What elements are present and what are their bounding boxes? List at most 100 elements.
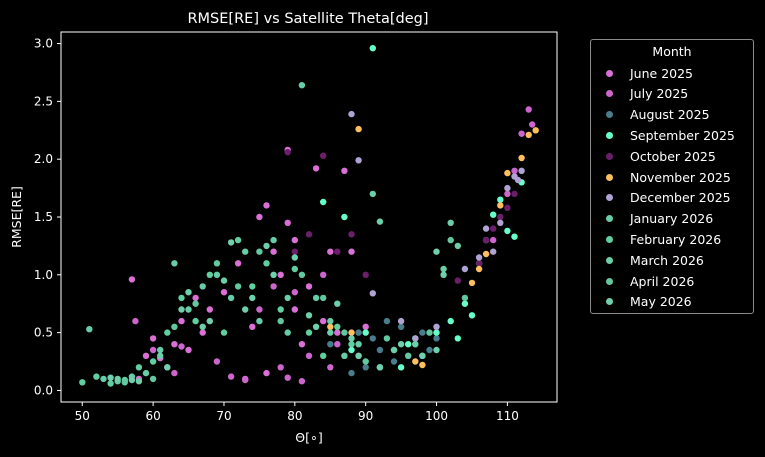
data-point-february-2026 — [220, 329, 228, 336]
data-point-july-2025 — [284, 374, 291, 381]
data-point-july-2025 — [178, 343, 185, 350]
data-point-july-2025 — [305, 352, 313, 359]
data-point-june-2025 — [171, 341, 178, 348]
data-point-december-2025 — [482, 225, 490, 232]
data-point-june-2025 — [220, 289, 228, 296]
data-point-march-2026 — [199, 323, 206, 330]
legend-item-july-2025: July 2025 — [603, 85, 688, 103]
data-point-june-2025 — [206, 306, 213, 313]
data-point-june-2025 — [199, 329, 206, 336]
data-point-october-2025 — [482, 236, 490, 244]
data-point-october-2025 — [511, 190, 518, 198]
data-point-february-2026 — [107, 380, 114, 387]
data-point-february-2026 — [135, 364, 143, 371]
data-point-september-2025 — [320, 198, 327, 206]
data-point-july-2025 — [242, 376, 249, 384]
data-point-october-2025 — [348, 231, 355, 238]
data-point-june-2025 — [298, 341, 306, 348]
data-point-july-2025 — [270, 283, 277, 290]
data-point-may-2026 — [376, 364, 384, 371]
legend-swatch — [606, 90, 613, 98]
data-point-august-2025 — [376, 346, 384, 354]
data-point-june-2025 — [128, 276, 136, 283]
data-point-august-2025 — [426, 346, 433, 354]
data-point-november-2025 — [327, 323, 334, 330]
legend-swatch — [606, 256, 613, 264]
data-point-june-2025 — [362, 323, 369, 330]
data-point-july-2025 — [171, 369, 178, 377]
data-point-january-2026 — [157, 346, 164, 354]
data-point-june-2025 — [263, 369, 270, 377]
data-point-december-2025 — [355, 157, 362, 164]
data-point-june-2025 — [284, 219, 291, 226]
data-point-april-2026 — [256, 248, 263, 255]
data-point-november-2025 — [525, 131, 532, 139]
data-point-march-2026 — [178, 306, 185, 313]
x-tick-label: 60 — [145, 409, 160, 423]
data-point-april-2026 — [383, 335, 391, 342]
data-point-april-2026 — [426, 329, 433, 336]
data-point-january-2026 — [327, 317, 334, 325]
data-point-november-2025 — [482, 250, 490, 258]
data-point-march-2026 — [454, 242, 461, 250]
plot-area — [60, 31, 558, 403]
data-point-january-2026 — [142, 369, 150, 377]
data-point-april-2026 — [320, 294, 327, 302]
data-point-may-2026 — [397, 341, 405, 348]
data-point-november-2025 — [419, 361, 426, 369]
data-point-may-2026 — [107, 374, 114, 381]
data-point-may-2026 — [227, 239, 235, 246]
y-tick-label: 1.0 — [34, 268, 53, 282]
data-point-february-2026 — [93, 373, 100, 380]
data-point-may-2026 — [440, 271, 447, 278]
x-tick-label: 90 — [358, 409, 373, 423]
data-point-january-2026 — [213, 271, 221, 278]
data-point-january-2026 — [341, 352, 348, 359]
data-point-september-2025 — [461, 300, 469, 307]
data-point-june-2025 — [291, 236, 298, 244]
legend-item-august-2025: August 2025 — [603, 106, 710, 124]
legend-swatch — [606, 131, 613, 139]
data-point-may-2026 — [312, 323, 320, 330]
legend-label: May 2026 — [630, 294, 692, 310]
data-point-july-2025 — [504, 190, 511, 198]
data-point-february-2026 — [305, 329, 313, 336]
data-point-june-2025 — [178, 317, 185, 325]
data-point-april-2026 — [213, 260, 221, 267]
data-point-june-2025 — [334, 329, 341, 336]
data-point-october-2025 — [284, 149, 291, 156]
data-point-january-2026 — [284, 329, 291, 336]
legend-item-june-2025: June 2025 — [603, 64, 693, 82]
data-point-april-2026 — [234, 283, 242, 290]
data-point-september-2025 — [433, 329, 440, 336]
data-point-may-2026 — [270, 271, 277, 278]
data-point-july-2025 — [149, 346, 157, 354]
data-point-december-2025 — [397, 317, 405, 325]
data-point-september-2025 — [490, 211, 497, 218]
data-point-may-2026 — [249, 294, 256, 302]
data-point-march-2026 — [263, 242, 270, 250]
legend-swatch — [606, 173, 613, 181]
data-point-march-2026 — [369, 190, 376, 198]
data-point-june-2025 — [320, 317, 327, 325]
data-point-june-2025 — [327, 248, 334, 255]
legend-title: Month — [652, 44, 692, 59]
data-point-february-2026 — [348, 341, 355, 348]
data-point-march-2026 — [284, 294, 291, 302]
data-point-july-2025 — [490, 236, 497, 244]
data-point-november-2025 — [412, 358, 419, 365]
data-point-april-2026 — [405, 352, 412, 359]
data-point-march-2026 — [412, 341, 419, 348]
data-point-october-2025 — [454, 277, 461, 284]
legend-label: September 2025 — [630, 127, 735, 143]
data-point-february-2026 — [178, 294, 185, 302]
data-point-september-2025 — [504, 227, 511, 235]
data-point-september-2025 — [454, 335, 461, 342]
data-point-may-2026 — [164, 364, 171, 371]
data-point-november-2025 — [475, 265, 483, 273]
data-point-june-2025 — [256, 213, 263, 221]
data-point-december-2025 — [369, 290, 376, 297]
legend-item-march-2026: March 2026 — [603, 251, 704, 269]
data-point-march-2026 — [220, 277, 228, 284]
data-point-december-2025 — [461, 265, 469, 273]
